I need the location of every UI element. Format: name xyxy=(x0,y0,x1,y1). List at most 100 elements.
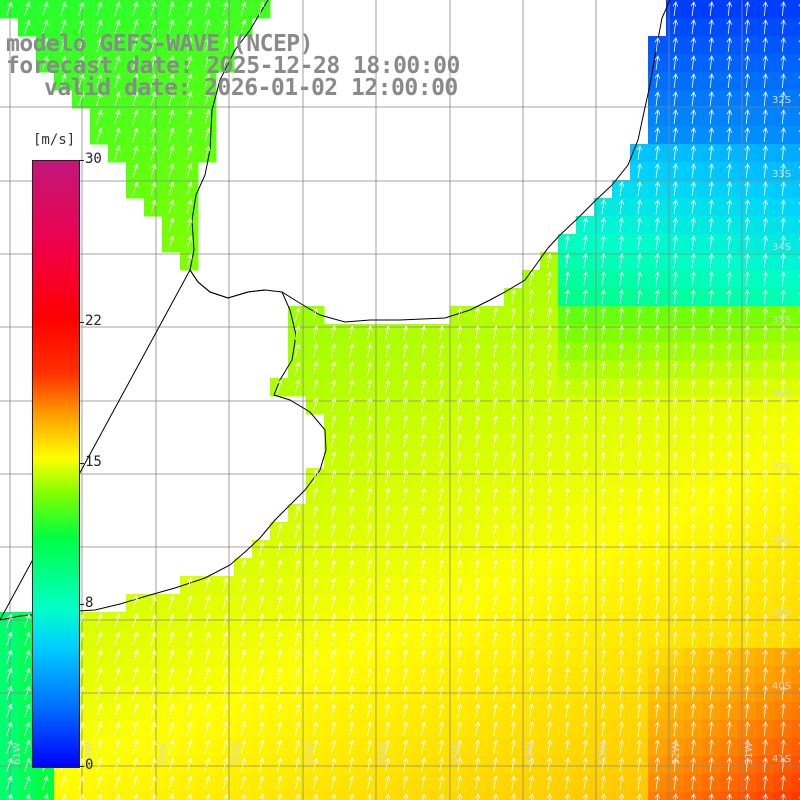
wind-arrow xyxy=(654,91,661,106)
wind-arrow xyxy=(492,361,499,376)
wind-arrow xyxy=(384,325,391,340)
wind-arrow xyxy=(510,541,517,556)
wind-arrow xyxy=(222,577,229,592)
wind-arrow xyxy=(366,487,373,502)
wind-speed-cell xyxy=(792,486,800,505)
wind-arrow xyxy=(690,577,697,592)
wind-arrow xyxy=(654,253,661,268)
colorbar xyxy=(32,160,80,768)
wind-arrow xyxy=(222,667,229,682)
wind-arrow xyxy=(600,379,607,394)
wind-arrow xyxy=(744,199,751,215)
wind-arrow xyxy=(186,721,193,736)
wind-arrow xyxy=(132,1,139,16)
wind-arrow xyxy=(294,361,301,376)
wind-arrow xyxy=(366,667,373,682)
wind-arrow xyxy=(636,325,643,340)
wind-arrow xyxy=(672,289,679,304)
wind-arrow xyxy=(474,595,481,610)
wind-arrow xyxy=(438,685,445,700)
wind-arrow xyxy=(618,253,625,268)
wind-arrow xyxy=(582,307,589,322)
wind-arrow xyxy=(726,361,733,377)
wind-arrow xyxy=(150,703,157,718)
wind-arrow xyxy=(330,667,337,682)
wind-arrow xyxy=(708,667,715,682)
wind-arrow xyxy=(258,613,265,628)
wind-arrow xyxy=(582,685,589,700)
wind-arrow xyxy=(546,307,553,322)
wind-arrow xyxy=(600,559,607,574)
wind-arrow xyxy=(780,793,786,800)
wind-arrow xyxy=(204,1,211,16)
wind-arrow xyxy=(654,541,661,556)
wind-arrow xyxy=(780,361,786,377)
wind-arrow xyxy=(690,19,697,34)
wind-arrow xyxy=(708,397,715,412)
wind-arrow xyxy=(348,739,355,754)
wind-arrow xyxy=(78,19,85,34)
wind-speed-cell xyxy=(792,342,800,361)
wind-arrow xyxy=(330,397,337,412)
wind-speed-cell xyxy=(792,792,800,800)
wind-arrow xyxy=(546,667,553,682)
wind-arrow xyxy=(492,307,499,322)
wind-arrow xyxy=(438,739,445,754)
wind-arrow xyxy=(132,739,139,754)
wind-arrow xyxy=(492,325,499,340)
wind-arrow xyxy=(600,685,607,700)
wind-arrow xyxy=(294,541,301,556)
wind-arrow xyxy=(708,217,715,232)
wind-arrow xyxy=(258,703,265,718)
wind-arrow xyxy=(402,775,409,790)
wind-arrow xyxy=(600,487,607,502)
coastline xyxy=(0,0,671,621)
wind-arrow xyxy=(708,73,715,88)
wind-arrow xyxy=(276,739,283,754)
wind-speed-cell xyxy=(792,774,800,793)
wind-arrow xyxy=(618,361,625,376)
wind-arrow xyxy=(60,19,67,34)
wind-arrow xyxy=(780,631,786,647)
wind-arrow xyxy=(168,703,175,718)
wind-arrow xyxy=(348,523,355,538)
wind-arrow xyxy=(726,379,733,395)
wind-arrow xyxy=(204,37,211,52)
wind-arrow xyxy=(96,91,103,106)
longitude-label: 55W xyxy=(452,742,463,765)
wind-arrow xyxy=(330,505,337,520)
wind-arrow xyxy=(60,55,67,70)
wind-speed-cell xyxy=(648,792,667,800)
wind-arrow xyxy=(564,307,571,322)
wind-speed-cell xyxy=(792,630,800,649)
wind-arrow xyxy=(636,685,643,700)
wind-arrow xyxy=(708,523,715,538)
wind-arrow xyxy=(456,595,463,610)
wind-arrow xyxy=(690,793,697,800)
wind-arrow xyxy=(132,55,139,70)
wind-arrow xyxy=(510,325,517,340)
wind-arrow xyxy=(258,541,265,556)
wind-arrow xyxy=(780,127,786,143)
wind-arrow xyxy=(636,793,643,800)
wind-arrow xyxy=(582,505,589,520)
wind-arrow xyxy=(780,487,786,503)
wind-arrow xyxy=(204,703,211,718)
wind-arrow xyxy=(564,379,571,394)
wind-arrow xyxy=(780,325,786,341)
wind-arrow xyxy=(276,631,283,646)
wind-arrow xyxy=(186,55,193,70)
wind-arrow xyxy=(528,595,535,610)
wind-arrow xyxy=(186,1,193,16)
wind-arrow xyxy=(726,505,733,521)
wind-arrow xyxy=(582,631,589,646)
wind-arrow xyxy=(690,361,697,376)
wind-arrow xyxy=(348,433,355,448)
wind-arrow xyxy=(348,505,355,520)
wind-arrow xyxy=(780,523,786,539)
wind-arrow xyxy=(205,793,211,800)
colorbar-tick-label: 30 xyxy=(85,151,102,167)
wind-arrow xyxy=(600,721,607,736)
wind-arrow xyxy=(366,397,373,412)
wind-arrow xyxy=(762,235,769,251)
